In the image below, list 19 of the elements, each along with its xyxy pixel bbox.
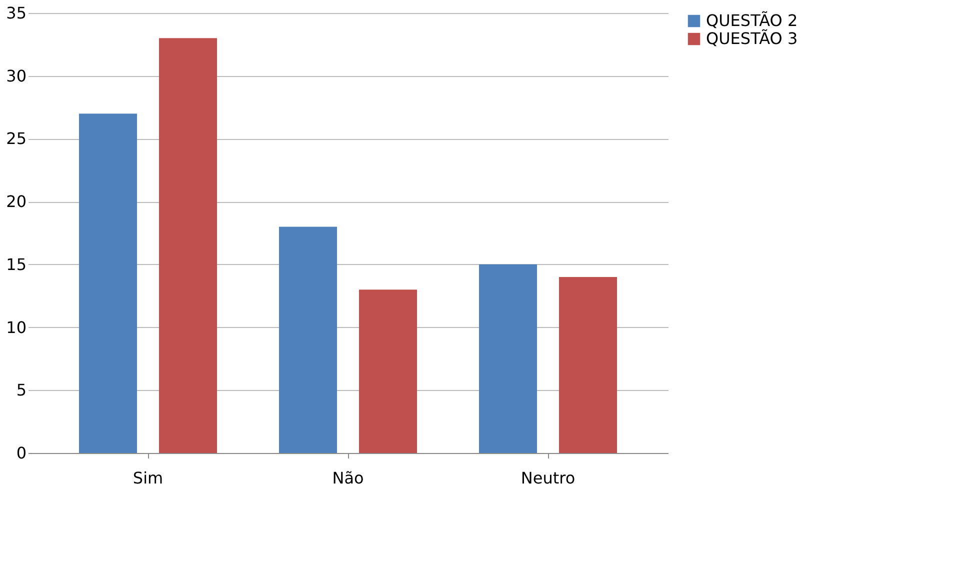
x-tick-label: Neutro xyxy=(520,468,576,488)
x-tick-label: Não xyxy=(332,468,364,488)
bar xyxy=(79,114,137,453)
bar xyxy=(279,226,337,453)
y-tick-label: 20 xyxy=(6,192,26,212)
legend-label: QUESTÃO 3 xyxy=(706,29,798,48)
y-tick-label: 10 xyxy=(6,318,26,337)
x-tick-label: Sim xyxy=(132,468,164,488)
y-tick-label: 15 xyxy=(6,254,26,274)
bar xyxy=(359,290,417,453)
y-tick-label: 25 xyxy=(6,129,26,148)
y-tick-label: 30 xyxy=(6,66,26,86)
bar xyxy=(159,38,217,453)
y-tick-label: 5 xyxy=(16,380,26,400)
bar xyxy=(479,264,537,453)
bar xyxy=(559,277,617,453)
legend-label: QUESTÃO 2 xyxy=(706,11,798,30)
y-tick-label: 0 xyxy=(16,444,26,462)
y-tick-label: 35 xyxy=(6,4,26,22)
